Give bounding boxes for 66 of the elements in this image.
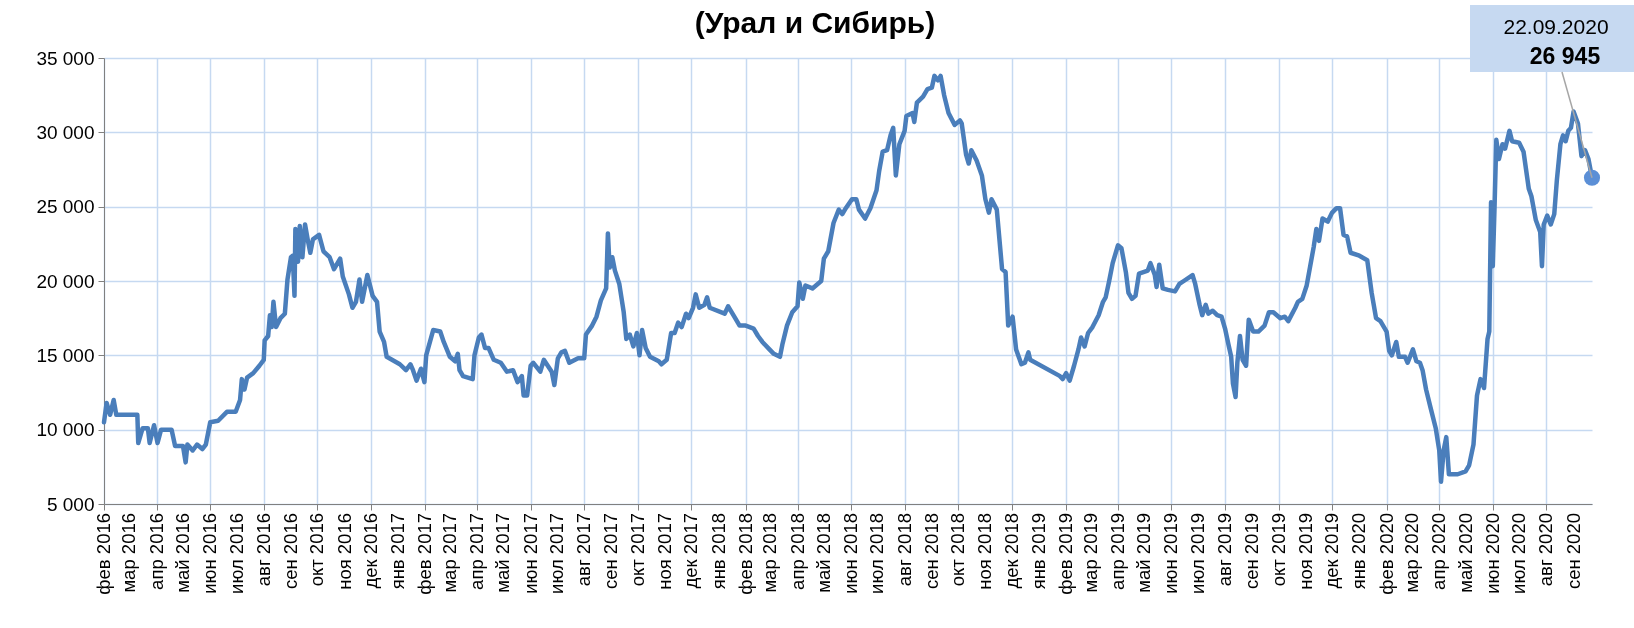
x-tick-label: авг 2020 xyxy=(1535,513,1557,587)
text: 22.09.2020 xyxy=(1503,15,1609,38)
annotation: 26 945 xyxy=(1529,42,1601,69)
x-tick-label: авг 2016 xyxy=(252,513,274,587)
x-tick-label: ноя 2018 xyxy=(974,513,996,590)
x-tick-label: июл 2018 xyxy=(866,513,888,594)
x-tick-label: мар 2018 xyxy=(759,513,781,593)
x-tick-label: янв 2019 xyxy=(1027,513,1049,590)
y-tick-label: 35 000 xyxy=(36,47,95,69)
x-tick-label: янв 2018 xyxy=(707,513,729,590)
x-tick-label: окт 2017 xyxy=(626,513,648,587)
x-tick-label: июн 2020 xyxy=(1481,513,1503,594)
x-tick-label: мар 2016 xyxy=(118,513,140,593)
x-tick-label: авг 2018 xyxy=(893,513,915,587)
x-tick-label: янв 2020 xyxy=(1348,513,1370,590)
x-tick-label: фев 2016 xyxy=(93,513,114,595)
x-tick-label: фев 2020 xyxy=(1375,513,1397,595)
x-tick-label: дек 2018 xyxy=(1000,513,1022,589)
chart-title: (Урал и Сибирь) xyxy=(694,6,936,39)
x-tick-label: окт 2019 xyxy=(1267,513,1289,587)
x-tick-label: мар 2020 xyxy=(1401,513,1423,593)
x-tick-label: апр 2017 xyxy=(466,513,488,590)
x-tick-label: окт 2016 xyxy=(306,513,328,587)
x-tick-label: авг 2017 xyxy=(573,513,595,587)
x-tick-label: окт 2018 xyxy=(947,513,969,587)
x-tick-label: май 2017 xyxy=(492,513,514,593)
y-tick-label: 20 000 xyxy=(36,270,95,292)
x-tick-label: апр 2019 xyxy=(1106,513,1128,590)
x-tick-label: апр 2018 xyxy=(786,513,808,590)
x-tick-label: июн 2017 xyxy=(519,513,541,594)
x-tick-label: ноя 2017 xyxy=(653,513,675,590)
x-tick-label: июн 2019 xyxy=(1160,513,1182,594)
x-tick-label: фев 2018 xyxy=(734,513,756,595)
x-tick-label: ноя 2016 xyxy=(333,513,355,590)
x-tick-label: май 2019 xyxy=(1133,513,1155,593)
x-tick-label: мар 2019 xyxy=(1079,513,1101,593)
x-tick-label: сен 2016 xyxy=(279,513,301,590)
x-tick-label: сен 2019 xyxy=(1241,513,1263,590)
x-tick-label: мар 2017 xyxy=(438,513,460,593)
x-tick-label: июл 2016 xyxy=(225,513,247,594)
x-tick-label: апр 2016 xyxy=(145,513,167,590)
y-tick-label: 15 000 xyxy=(36,344,95,366)
x-tick-label: ноя 2019 xyxy=(1294,513,1316,590)
x-tick-label: июл 2019 xyxy=(1186,513,1208,594)
x-tick-label: май 2016 xyxy=(172,513,194,593)
x-tick-label: сен 2017 xyxy=(600,513,622,590)
x-tick-label: май 2018 xyxy=(812,513,834,593)
x-tick-label: июл 2017 xyxy=(545,513,567,594)
x-tick-label: сен 2018 xyxy=(920,513,942,590)
x-tick-label: авг 2019 xyxy=(1214,513,1236,587)
x-tick-label: фев 2019 xyxy=(1055,513,1077,595)
x-tick-label: июл 2020 xyxy=(1508,513,1530,594)
x-tick-label: дек 2017 xyxy=(680,513,702,589)
x-tick-label: дек 2019 xyxy=(1321,513,1343,589)
y-tick-label: 5 000 xyxy=(46,493,95,515)
x-tick-label: янв 2017 xyxy=(387,513,409,590)
x-tick-label: июн 2018 xyxy=(840,513,862,594)
x-tick-label: сен 2020 xyxy=(1562,513,1584,590)
x-tick-label: дек 2016 xyxy=(359,513,381,589)
x-tick-label: июн 2016 xyxy=(199,513,221,594)
y-tick-label: 30 000 xyxy=(36,121,95,143)
x-tick-label: фев 2017 xyxy=(414,513,436,595)
y-tick-label: 10 000 xyxy=(36,419,95,441)
x-tick-label: май 2020 xyxy=(1454,513,1476,593)
y-tick-label: 25 000 xyxy=(36,196,95,218)
x-tick-label: апр 2020 xyxy=(1428,513,1450,590)
